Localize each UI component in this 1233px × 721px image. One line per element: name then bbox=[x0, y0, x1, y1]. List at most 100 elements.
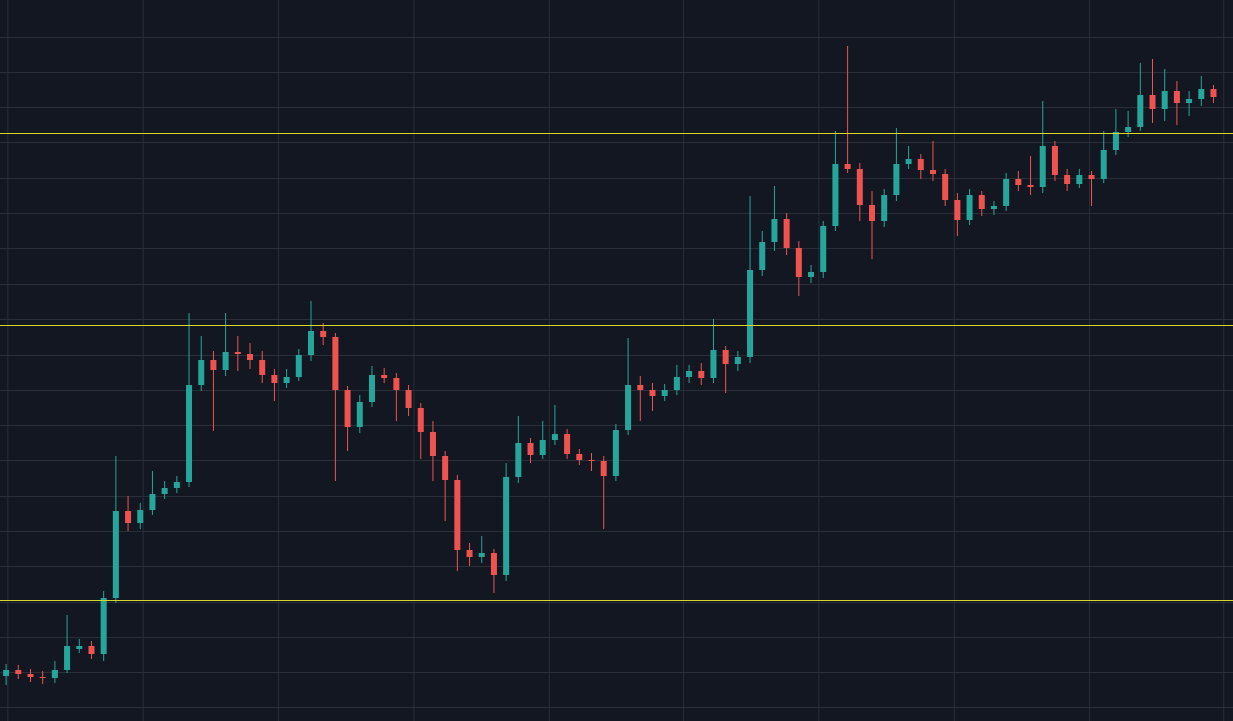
candle-body bbox=[320, 331, 327, 337]
candle-body bbox=[722, 350, 729, 364]
candle-body bbox=[551, 434, 558, 440]
candle-body bbox=[637, 385, 644, 390]
candle-body bbox=[942, 174, 949, 200]
candle-body bbox=[125, 511, 132, 523]
candle-body bbox=[283, 377, 290, 383]
candle-body bbox=[881, 195, 888, 221]
candle-body bbox=[710, 350, 717, 378]
candle-body bbox=[1039, 146, 1046, 187]
candle-body bbox=[844, 164, 851, 169]
candle-body bbox=[307, 331, 314, 355]
candle-body bbox=[686, 371, 693, 377]
candle-body bbox=[1003, 179, 1010, 206]
candle-body bbox=[795, 248, 802, 277]
candle-body bbox=[1161, 91, 1168, 109]
candle-body bbox=[112, 511, 119, 598]
candle-body bbox=[259, 360, 266, 375]
candle-body bbox=[332, 337, 339, 390]
candle-body bbox=[832, 164, 839, 226]
candle-body bbox=[954, 200, 961, 220]
candle-body bbox=[808, 272, 815, 277]
candle-body bbox=[356, 402, 363, 427]
candle-body bbox=[869, 205, 876, 221]
candle-body bbox=[27, 674, 34, 677]
candle-body bbox=[1015, 179, 1022, 185]
candle-body bbox=[893, 164, 900, 195]
candle-body bbox=[820, 226, 827, 272]
candle-body bbox=[234, 352, 241, 354]
candle-body bbox=[295, 355, 302, 377]
candle-body bbox=[368, 375, 375, 402]
candle-body bbox=[1125, 127, 1132, 132]
candle-body bbox=[247, 354, 254, 360]
candle-body bbox=[186, 385, 193, 482]
candle-body bbox=[15, 670, 22, 674]
candle-body bbox=[576, 454, 583, 460]
candle-body bbox=[405, 390, 412, 408]
candle-body bbox=[490, 553, 497, 575]
candle-body bbox=[466, 550, 473, 557]
candle-body bbox=[417, 408, 424, 432]
candle-body bbox=[661, 390, 668, 396]
candle-body bbox=[771, 219, 778, 242]
candle-body bbox=[966, 195, 973, 220]
candle-body bbox=[588, 460, 595, 461]
candle-body bbox=[783, 219, 790, 248]
candle-body bbox=[515, 443, 522, 477]
candle-body bbox=[759, 242, 766, 270]
candle-body bbox=[454, 480, 461, 550]
candle-body bbox=[39, 677, 46, 678]
candle-body bbox=[161, 488, 168, 494]
candle-body bbox=[1210, 89, 1217, 97]
candle-body bbox=[100, 598, 107, 654]
candle-body bbox=[1027, 185, 1034, 187]
candle-body bbox=[917, 159, 924, 170]
candle-body bbox=[88, 646, 95, 654]
candle-body bbox=[3, 670, 10, 676]
candle-body bbox=[1064, 175, 1071, 184]
candle-body bbox=[747, 270, 754, 357]
candle-body bbox=[698, 371, 705, 378]
candle-body bbox=[173, 482, 180, 488]
candle-body bbox=[210, 360, 217, 370]
candle-body bbox=[137, 510, 144, 523]
candle-body bbox=[149, 494, 156, 510]
candle-body bbox=[393, 378, 400, 390]
candle-body bbox=[429, 432, 436, 456]
candle-body bbox=[76, 646, 83, 649]
candle-body bbox=[905, 159, 912, 164]
candle-body bbox=[564, 434, 571, 454]
candle-body bbox=[673, 377, 680, 390]
candle-body bbox=[478, 553, 485, 557]
candle-body bbox=[222, 352, 229, 370]
candle-body bbox=[1112, 132, 1119, 150]
candle-body bbox=[612, 430, 619, 476]
candle-body bbox=[64, 646, 71, 670]
candle-body bbox=[990, 206, 997, 209]
candle-body bbox=[1149, 95, 1156, 109]
candle-body bbox=[198, 360, 205, 385]
candle-body bbox=[271, 375, 278, 383]
candle-body bbox=[734, 357, 741, 364]
candle-body bbox=[1088, 175, 1095, 179]
candle-body bbox=[381, 375, 388, 378]
candle-body bbox=[503, 477, 510, 575]
candle-body bbox=[344, 390, 351, 427]
candle-body bbox=[1137, 95, 1144, 127]
candle-body bbox=[1076, 175, 1083, 184]
candle-body bbox=[51, 670, 58, 678]
candle-body bbox=[649, 390, 656, 396]
candle-body bbox=[600, 461, 607, 476]
candle-body bbox=[539, 440, 546, 455]
candle-body bbox=[1198, 89, 1205, 99]
candle-body bbox=[856, 169, 863, 205]
candle-body bbox=[1186, 99, 1193, 103]
candle-body bbox=[1051, 146, 1058, 175]
candle-body bbox=[442, 456, 449, 480]
candle-body bbox=[625, 385, 632, 430]
candle-body bbox=[978, 195, 985, 209]
candle-body bbox=[929, 170, 936, 174]
